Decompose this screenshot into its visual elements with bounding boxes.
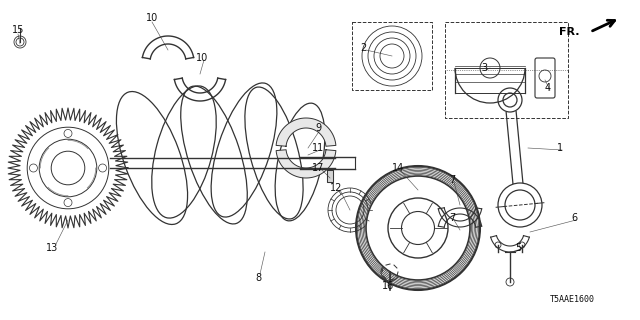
Text: 8: 8: [255, 273, 261, 283]
Text: FR.: FR.: [559, 27, 580, 37]
Text: 14: 14: [392, 163, 404, 173]
Text: 4: 4: [545, 83, 551, 93]
Text: 5: 5: [515, 243, 521, 253]
Text: 7: 7: [449, 213, 455, 223]
Text: 6: 6: [571, 213, 577, 223]
Text: 1: 1: [557, 143, 563, 153]
Text: T5AAE1600: T5AAE1600: [550, 295, 595, 304]
Polygon shape: [327, 170, 333, 182]
Text: 7: 7: [449, 175, 455, 185]
Text: 13: 13: [46, 243, 58, 253]
Text: 10: 10: [196, 53, 208, 63]
Polygon shape: [276, 118, 336, 146]
Text: 11: 11: [312, 143, 324, 153]
Text: 15: 15: [12, 25, 24, 35]
Circle shape: [366, 176, 470, 280]
Text: 2: 2: [360, 43, 366, 53]
Text: 16: 16: [382, 281, 394, 291]
Text: 3: 3: [481, 63, 487, 73]
Polygon shape: [276, 150, 336, 178]
Text: 10: 10: [146, 13, 158, 23]
Text: 12: 12: [330, 183, 342, 193]
Text: 9: 9: [315, 123, 321, 133]
Text: 17: 17: [312, 163, 324, 173]
Circle shape: [367, 177, 470, 279]
